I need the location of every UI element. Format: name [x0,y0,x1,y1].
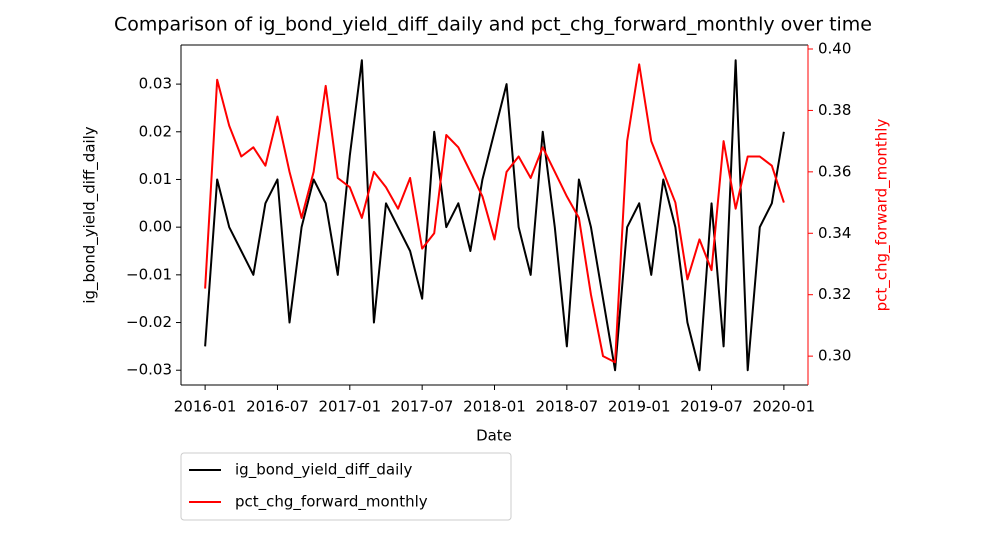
x-tick-label: 2019-07 [680,398,743,416]
x-tick-label: 2019-01 [608,398,671,416]
y-tick-label: 0.01 [139,170,172,188]
line-series [204,59,785,372]
x-tick-label: 2018-01 [463,398,526,416]
y-tick-label: 0.00 [139,218,172,236]
y-tick-label: −0.02 [126,313,172,331]
legend-label: ig_bond_yield_diff_daily [235,461,412,480]
y2-axis-label: pct_chg_forward_monthly [873,119,892,312]
x-tick-label: 2016-01 [174,398,237,416]
y-tick-label: 0.02 [139,122,172,140]
y2-tick-label: 0.34 [818,224,851,242]
y2-tick-label: 0.40 [818,39,851,57]
x-axis-label: Date [476,427,512,445]
x-tick-label: 2020-01 [753,398,816,416]
legend-box [180,452,512,521]
y-tick-label: −0.01 [126,265,172,283]
y2-tick-label: 0.32 [818,285,851,303]
chart-title: Comparison of ig_bond_yield_diff_daily a… [114,14,872,36]
y-tick-label: 0.03 [139,75,172,93]
x-tick-label: 2016-07 [246,398,309,416]
y-axis-label: ig_bond_yield_diff_daily [81,126,100,303]
y2-tick-label: 0.30 [818,347,851,365]
x-tick-label: 2018-07 [536,398,599,416]
y2-tick-label: 0.36 [818,162,851,180]
line-series [204,63,785,364]
x-tick-label: 2017-07 [391,398,454,416]
legend-label: pct_chg_forward_monthly [235,493,428,512]
y2-tick-label: 0.38 [818,101,851,119]
x-tick-label: 2017-01 [318,398,381,416]
y-tick-label: −0.03 [126,361,172,379]
